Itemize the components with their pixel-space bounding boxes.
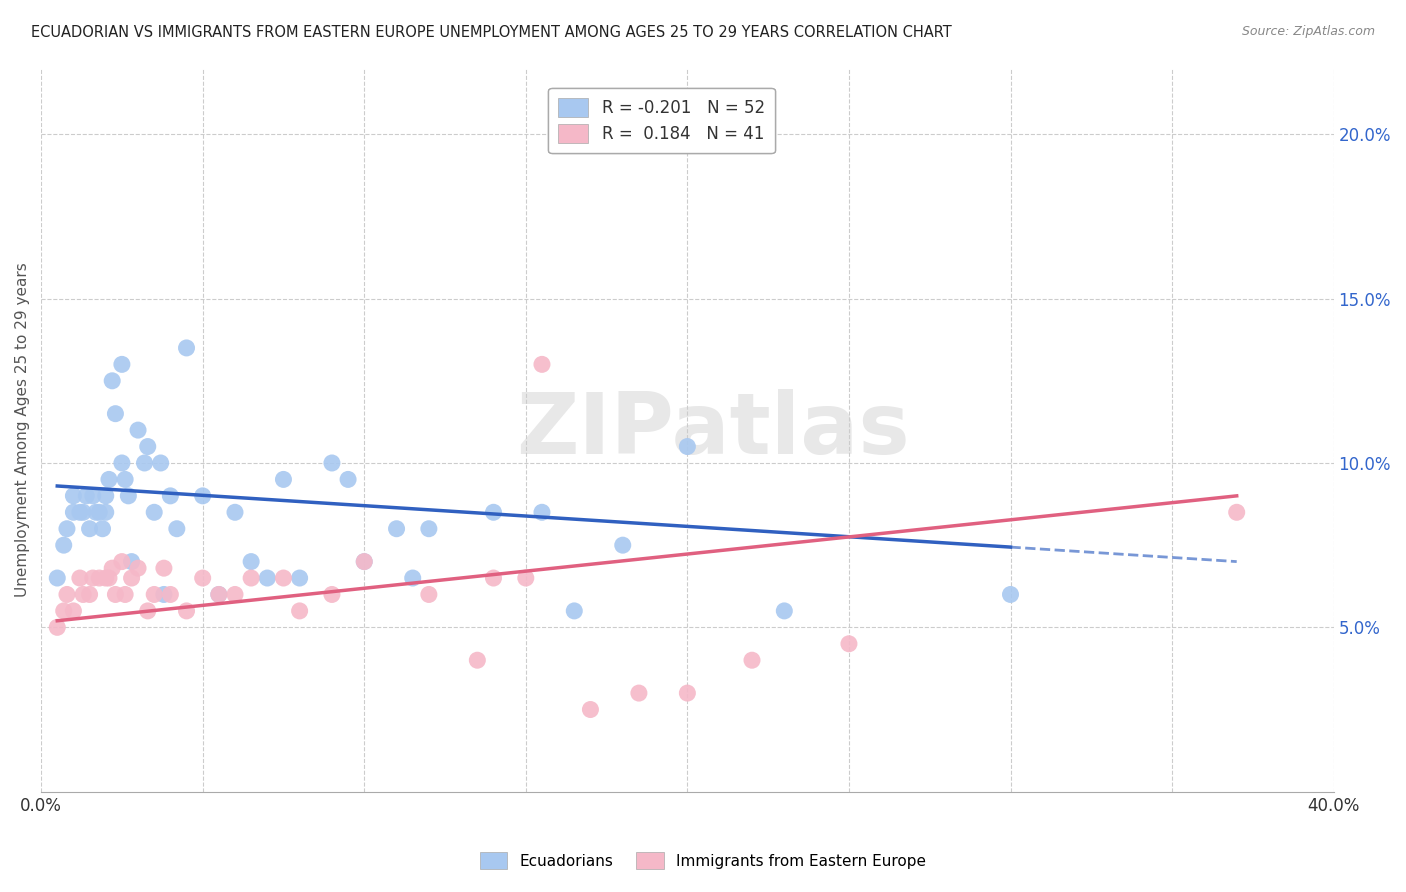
Point [52,604,75,618]
Point [79,587,101,601]
Point [176,341,198,355]
Point [101,561,124,575]
Point [121,571,143,585]
Point [153,587,176,601]
Point [153,561,176,575]
Point [114,587,136,601]
Point [515,571,537,585]
Point [127,423,149,437]
Point [94,505,117,519]
Point [104,587,127,601]
Point [240,571,263,585]
Point [418,587,440,601]
Point [208,587,231,601]
Point [69,571,91,585]
Point [62,489,84,503]
Legend: Ecuadorians, Immigrants from Eastern Europe: Ecuadorians, Immigrants from Eastern Eur… [474,846,932,875]
Point [117,489,139,503]
Point [56,522,79,536]
Point [91,522,114,536]
Point [288,571,311,585]
Point [176,604,198,618]
Point [94,571,117,585]
Point [208,587,231,601]
Point [143,505,166,519]
Point [56,587,79,601]
Text: ZIPatlas: ZIPatlas [516,389,910,472]
Point [353,555,375,569]
Point [143,587,166,601]
Point [72,587,94,601]
Point [612,538,634,552]
Point [191,571,214,585]
Point [89,571,111,585]
Point [62,505,84,519]
Point [273,571,295,585]
Point [256,571,278,585]
Point [288,604,311,618]
Point [159,489,181,503]
Point [75,489,97,503]
Text: ECUADORIAN VS IMMIGRANTS FROM EASTERN EUROPE UNEMPLOYMENT AMONG AGES 25 TO 29 YE: ECUADORIAN VS IMMIGRANTS FROM EASTERN EU… [31,25,952,40]
Point [134,456,156,470]
Point [530,505,553,519]
Point [79,522,101,536]
Point [136,440,159,454]
Point [838,637,860,651]
Point [149,456,172,470]
Point [111,357,134,371]
Point [482,505,505,519]
Point [240,555,263,569]
Point [627,686,650,700]
Point [418,522,440,536]
Point [127,561,149,575]
Point [101,374,124,388]
Point [98,571,121,585]
Point [121,555,143,569]
Point [676,440,699,454]
Point [159,587,181,601]
Point [136,604,159,618]
Point [530,357,553,371]
Point [467,653,489,667]
Point [69,505,91,519]
Point [114,472,136,486]
Point [111,456,134,470]
Point [89,505,111,519]
Point [741,653,763,667]
Point [84,505,107,519]
Point [353,555,375,569]
Point [579,702,602,716]
Point [46,571,69,585]
Point [82,489,104,503]
Point [82,571,104,585]
Point [46,620,69,634]
Point [224,587,246,601]
Y-axis label: Unemployment Among Ages 25 to 29 years: Unemployment Among Ages 25 to 29 years [15,263,30,598]
Point [98,472,121,486]
Point [337,472,360,486]
Point [385,522,408,536]
Point [94,489,117,503]
Point [562,604,585,618]
Point [104,407,127,421]
Point [321,587,343,601]
Point [52,538,75,552]
Legend: R = -0.201   N = 52, R =  0.184   N = 41: R = -0.201 N = 52, R = 0.184 N = 41 [548,87,775,153]
Text: Source: ZipAtlas.com: Source: ZipAtlas.com [1241,25,1375,38]
Point [62,604,84,618]
Point [773,604,796,618]
Point [166,522,188,536]
Point [321,456,343,470]
Point [676,686,699,700]
Point [1000,587,1022,601]
Point [111,555,134,569]
Point [402,571,425,585]
Point [1226,505,1249,519]
Point [72,505,94,519]
Point [191,489,214,503]
Point [482,571,505,585]
Point [224,505,246,519]
Point [273,472,295,486]
